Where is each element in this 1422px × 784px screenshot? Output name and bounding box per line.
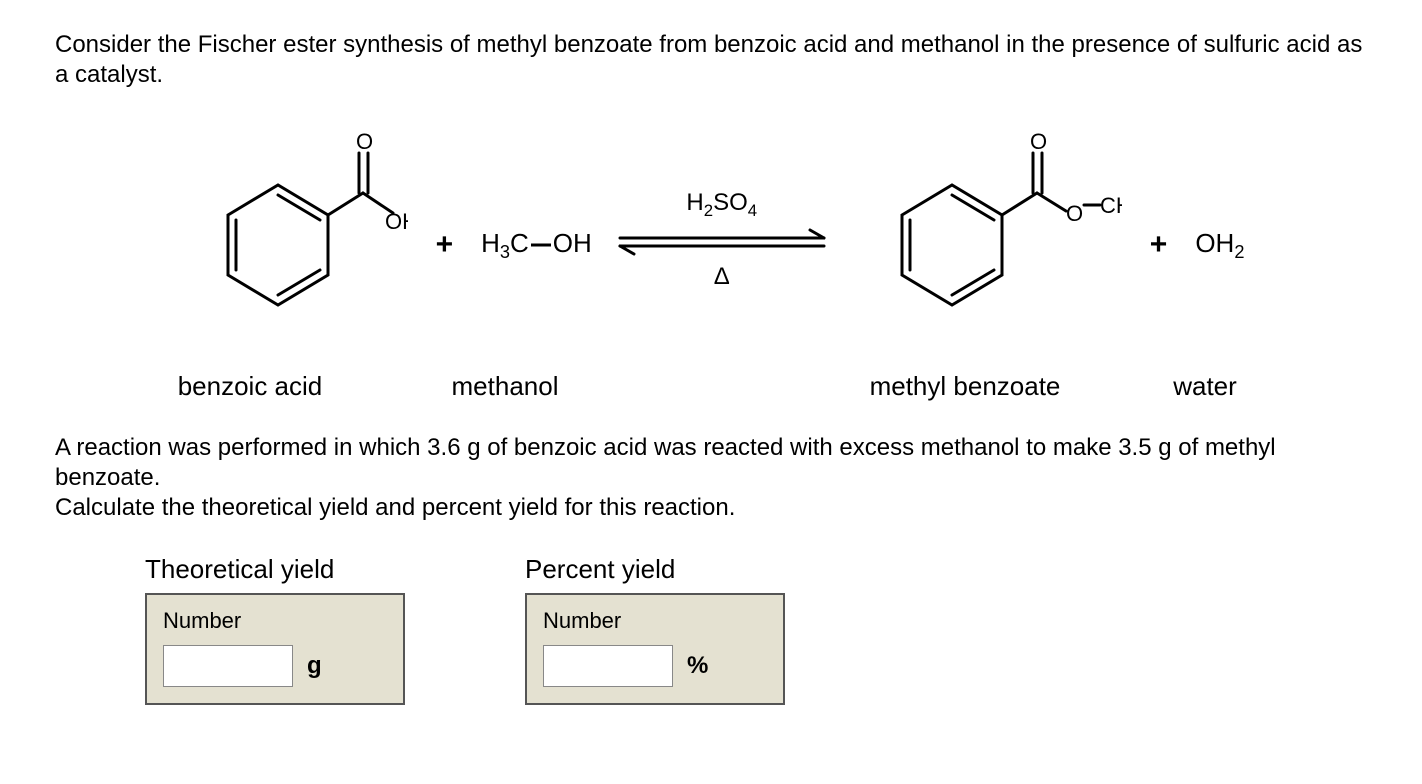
percent-yield-group: Percent yield Number % bbox=[525, 553, 785, 705]
arrow-bottom-label: Δ bbox=[714, 262, 730, 292]
percent-yield-box: Number % bbox=[525, 593, 785, 705]
svg-text:O: O bbox=[356, 129, 373, 154]
theoretical-yield-unit: g bbox=[307, 651, 322, 681]
compound-labels: benzoic acid methanol methyl benzoate wa… bbox=[55, 370, 1367, 403]
theoretical-field-label: Number bbox=[163, 607, 387, 635]
water-formula: OH2 bbox=[1195, 227, 1244, 264]
percent-field-label: Number bbox=[543, 607, 767, 635]
reaction-scheme: O OH + H3COH H2SO4 Δ bbox=[55, 120, 1367, 350]
svg-text:O: O bbox=[1066, 201, 1083, 226]
arrow-top-label: H2SO4 bbox=[686, 188, 757, 222]
question-line-1: A reaction was performed in which 3.6 g … bbox=[55, 433, 1367, 493]
equilibrium-arrow: H2SO4 Δ bbox=[612, 188, 832, 292]
plus-2: + bbox=[1150, 226, 1168, 264]
methyl-benzoate-structure: O O CH3 bbox=[852, 125, 1122, 345]
question-line-2: Calculate the theoretical yield and perc… bbox=[55, 493, 1367, 523]
plus-1: + bbox=[436, 226, 454, 264]
percent-yield-unit: % bbox=[687, 651, 708, 681]
percent-yield-input[interactable] bbox=[543, 645, 673, 687]
svg-text:OH: OH bbox=[385, 209, 408, 234]
equilibrium-arrow-icon bbox=[612, 226, 832, 258]
theoretical-yield-title: Theoretical yield bbox=[145, 553, 405, 586]
label-methyl-benzoate: methyl benzoate bbox=[825, 370, 1105, 403]
question-body: A reaction was performed in which 3.6 g … bbox=[55, 433, 1367, 523]
theoretical-yield-box: Number g bbox=[145, 593, 405, 705]
methanol-formula: H3COH bbox=[481, 227, 592, 264]
intro-text: Consider the Fischer ester synthesis of … bbox=[55, 30, 1367, 90]
label-benzoic-acid: benzoic acid bbox=[85, 370, 415, 403]
label-water: water bbox=[1135, 370, 1275, 403]
answer-inputs: Theoretical yield Number g Percent yield… bbox=[145, 553, 1367, 705]
svg-text:O: O bbox=[1030, 129, 1047, 154]
percent-yield-title: Percent yield bbox=[525, 553, 785, 586]
svg-text:CH3: CH3 bbox=[1100, 193, 1122, 222]
label-methanol: methanol bbox=[405, 370, 605, 403]
benzoic-acid-structure: O OH bbox=[178, 125, 408, 345]
theoretical-yield-input[interactable] bbox=[163, 645, 293, 687]
theoretical-yield-group: Theoretical yield Number g bbox=[145, 553, 405, 705]
